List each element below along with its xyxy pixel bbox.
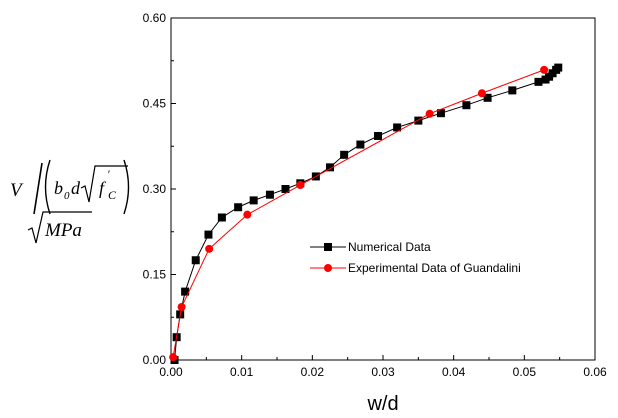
x-tick-label: 0.06: [583, 365, 607, 379]
x-tick-label: 0.03: [371, 365, 395, 379]
data-point: [177, 302, 186, 311]
plot-frame: [170, 17, 596, 361]
x-tick-label: 0.05: [513, 365, 537, 379]
x-tick-label: 0.00: [159, 365, 183, 379]
ylabel-prime: ': [107, 167, 110, 181]
ylabel-right-paren: [123, 159, 130, 215]
series-line: [172, 69, 545, 358]
ylabel-d: d: [71, 178, 81, 198]
ylabel-sub-c: C: [108, 188, 117, 202]
data-point: [374, 131, 383, 140]
data-point: [181, 287, 190, 296]
data-point: [540, 65, 549, 74]
ylabel-sqrt-mpa: [27, 211, 92, 244]
data-point: [249, 196, 258, 205]
series-line: [174, 67, 559, 361]
x-axis-title: w/d: [366, 393, 398, 415]
y-tick-label: 0.60: [143, 11, 167, 25]
data-point: [554, 63, 563, 72]
data-point: [483, 93, 492, 102]
y-tick-label: 0.15: [143, 268, 167, 282]
ylabel-sqrt-fc: [80, 165, 128, 203]
ylabel-mpa: MPa: [44, 220, 82, 241]
ylabel-left-paren: [44, 159, 51, 215]
data-point: [205, 244, 214, 253]
x-tick-label: 0.02: [301, 365, 325, 379]
ylabel-f: f: [99, 178, 107, 198]
data-point: [191, 256, 200, 265]
ylabel-b: b: [54, 178, 63, 198]
data-point: [393, 123, 402, 132]
legend: Numerical Data Experimental Data of Guan…: [310, 240, 521, 275]
y-tick-label: 0.30: [143, 182, 167, 196]
data-point: [265, 190, 274, 199]
y-tick-label: 0.45: [143, 97, 167, 111]
data-point: [217, 213, 226, 222]
ylabel-sub-0: 0: [64, 190, 70, 202]
series-0: [170, 63, 563, 364]
legend-numerical-marker: [324, 243, 332, 251]
data-point: [425, 109, 434, 118]
data-point: [234, 203, 243, 212]
data-point: [436, 109, 445, 118]
y-axis-title: V b 0 d f ' C MPa: [10, 159, 130, 244]
axis-ticks: 0.00 0.01 0.02 0.03 0.04 0.05 0.06 0.00 0.15 0.30…: [143, 11, 607, 379]
data-point: [326, 163, 334, 172]
data-point: [169, 353, 178, 362]
y-tick-label: 0.00: [143, 353, 167, 367]
data-point: [243, 210, 252, 219]
plot-area: 0.00 0.01 0.02 0.03 0.04 0.05 0.06 0.00 0.15 0.30…: [143, 11, 607, 379]
ylabel-v: V: [10, 180, 24, 201]
x-tick-label: 0.01: [230, 365, 254, 379]
data-point: [204, 230, 213, 239]
data-point: [534, 77, 543, 86]
x-tick-label: 0.04: [442, 365, 466, 379]
data-point: [477, 89, 486, 98]
data-point: [508, 86, 517, 95]
legend-experimental-marker: [324, 264, 332, 272]
ylabel-slash: [33, 162, 43, 215]
legend-experimental-label: Experimental Data of Guandalini: [348, 261, 521, 275]
legend-numerical-label: Numerical Data: [348, 240, 431, 254]
data-point: [296, 181, 305, 190]
data-point: [356, 140, 365, 149]
series-layer: [169, 63, 563, 364]
data-point: [340, 150, 349, 159]
series-1: [169, 65, 549, 362]
data-point: [462, 101, 471, 110]
data-point: [281, 185, 290, 193]
data-point: [414, 116, 423, 125]
